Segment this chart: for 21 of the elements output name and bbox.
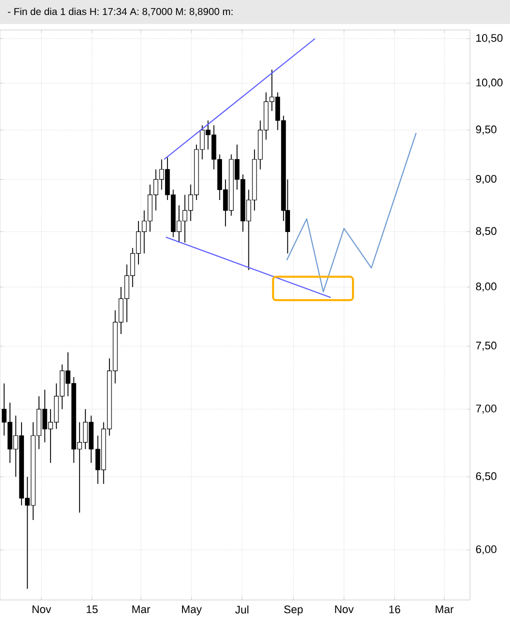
x-tick-label: May <box>182 606 202 616</box>
y-tick-label: 7,50 <box>476 342 496 351</box>
x-tick-label: Nov <box>32 606 52 614</box>
x-tick-label: 16 <box>389 606 400 614</box>
y-tick-label: 10,00 <box>476 78 503 88</box>
x-tick-label: Mar <box>132 606 150 614</box>
y-tick-label: 9,00 <box>476 174 496 184</box>
y-tick-label: 6,00 <box>476 545 496 554</box>
y-tick-label: 9,50 <box>476 126 496 135</box>
x-tick-label: Sep <box>284 606 303 616</box>
line-series <box>286 132 417 292</box>
x-tick-label: Mar <box>436 606 454 614</box>
y-tick-label: 6,50 <box>476 472 496 482</box>
y-tick-label: 8,50 <box>476 227 496 236</box>
y-tick-label: 10,50 <box>476 34 503 44</box>
x-tick-label: Nov <box>335 606 354 614</box>
chart-title: - Fin de dia 1 dias H: 17:34 A: 8,7000 M: 8,8900 m: <box>8 8 233 16</box>
x-tick-label: Jul <box>235 606 248 614</box>
x-tick-label: 15 <box>86 606 98 614</box>
y-tick-label: 8,00 <box>476 282 496 292</box>
y-tick-label: 7,00 <box>476 404 496 414</box>
